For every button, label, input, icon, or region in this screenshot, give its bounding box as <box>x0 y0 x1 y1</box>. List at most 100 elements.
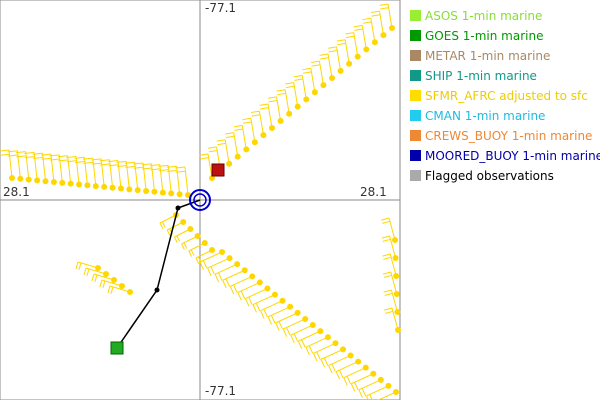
obs-dot <box>111 277 117 283</box>
obs-dot <box>340 346 347 353</box>
legend-label: METAR 1-min marine <box>425 49 550 63</box>
barb-tick <box>24 151 35 154</box>
obs-dot <box>395 327 401 333</box>
barb-tick <box>282 328 288 337</box>
obs-dot <box>243 146 250 153</box>
barb-tick <box>86 268 90 277</box>
obs-dot <box>176 191 183 198</box>
barb-tick <box>225 278 230 287</box>
barb-staff <box>176 166 181 195</box>
barb-tick <box>57 155 68 158</box>
barb-tick <box>293 333 299 342</box>
barb-tick <box>383 256 392 260</box>
barb-tick <box>78 262 82 271</box>
obs-dot <box>354 53 361 60</box>
barb-tick <box>305 347 310 356</box>
barb-tick <box>167 169 178 172</box>
obs-dot <box>241 267 248 274</box>
obs-dot <box>103 271 109 277</box>
obs-dot <box>260 132 267 139</box>
obs-dot <box>234 261 241 268</box>
obs-dot <box>180 219 187 225</box>
barb-tick <box>384 307 393 311</box>
barb-staff <box>250 118 256 143</box>
barb-tick <box>229 286 235 295</box>
barb-tick <box>255 302 261 312</box>
barb-tick <box>225 135 235 139</box>
storm-track <box>116 199 201 349</box>
obs-dot <box>67 180 74 187</box>
barb-tick <box>293 74 303 78</box>
bottom-label: -77.1 <box>205 384 236 398</box>
barb-staff <box>125 161 130 190</box>
barb-tick <box>175 166 186 169</box>
obs-dot <box>234 153 241 160</box>
barb-tick <box>32 152 43 155</box>
barb-tick <box>285 82 294 85</box>
barb-staff <box>276 96 282 121</box>
obs-dot <box>362 364 369 371</box>
barb-tick <box>217 272 223 281</box>
barb-tick <box>108 164 119 167</box>
obs-dot <box>271 291 278 298</box>
obs-dot <box>187 226 194 232</box>
observations <box>0 3 401 404</box>
barb-tick <box>384 292 393 296</box>
barb-staff <box>159 164 164 193</box>
obs-dot <box>324 334 331 341</box>
barb-staff <box>389 235 397 259</box>
barb-tick <box>285 85 295 89</box>
obs-dot <box>380 32 387 39</box>
obs-dot <box>117 185 124 192</box>
barb-tick <box>0 149 10 152</box>
barb-tick <box>358 389 363 398</box>
barb-tick <box>15 151 26 154</box>
barb-staff <box>142 162 147 192</box>
center-ring <box>189 189 211 211</box>
legend-swatch <box>410 170 421 181</box>
barb-tick <box>268 99 278 103</box>
barb-tick <box>382 220 391 224</box>
barb-tick <box>371 14 381 17</box>
legend-swatch <box>410 50 421 61</box>
obs-dot <box>279 297 286 304</box>
barb-tick <box>91 273 95 282</box>
barb-staff <box>150 163 155 192</box>
barb-tick <box>75 160 85 164</box>
barb-tick <box>225 132 234 135</box>
obs-dot <box>393 291 400 297</box>
barb-tick <box>383 289 392 293</box>
barb-tick <box>361 388 367 397</box>
obs-dot <box>277 117 284 124</box>
barb-tick <box>353 24 363 28</box>
barb-tick <box>188 250 193 257</box>
barb-tick <box>197 256 202 263</box>
barb-tick <box>74 156 85 159</box>
barb-staff <box>75 156 80 185</box>
barb-tick <box>161 221 166 228</box>
barb-tick <box>260 310 265 319</box>
barb-tick <box>82 157 93 160</box>
barb-staff <box>390 289 398 313</box>
barb-tick <box>195 257 200 264</box>
barb-tick <box>320 57 329 60</box>
obs-dot <box>389 25 395 31</box>
obs-dot <box>311 89 318 96</box>
obs-dot <box>76 181 83 188</box>
obs-dot <box>168 190 175 197</box>
barb-tick <box>242 121 252 124</box>
obs-dot <box>269 125 275 131</box>
barb-tick <box>150 168 161 171</box>
legend-label: Flagged observations <box>425 169 554 183</box>
barb-tick <box>362 17 371 21</box>
obs-dot <box>143 187 150 194</box>
barb-tick <box>286 327 291 336</box>
barb-tick <box>91 158 102 161</box>
barb-tick <box>222 280 227 289</box>
barb-tick <box>290 334 295 343</box>
barb-tick <box>310 60 320 64</box>
barb-tick <box>328 49 338 53</box>
barb-tick <box>110 286 114 295</box>
barb-tick <box>233 284 238 293</box>
barb-tick <box>278 321 283 330</box>
